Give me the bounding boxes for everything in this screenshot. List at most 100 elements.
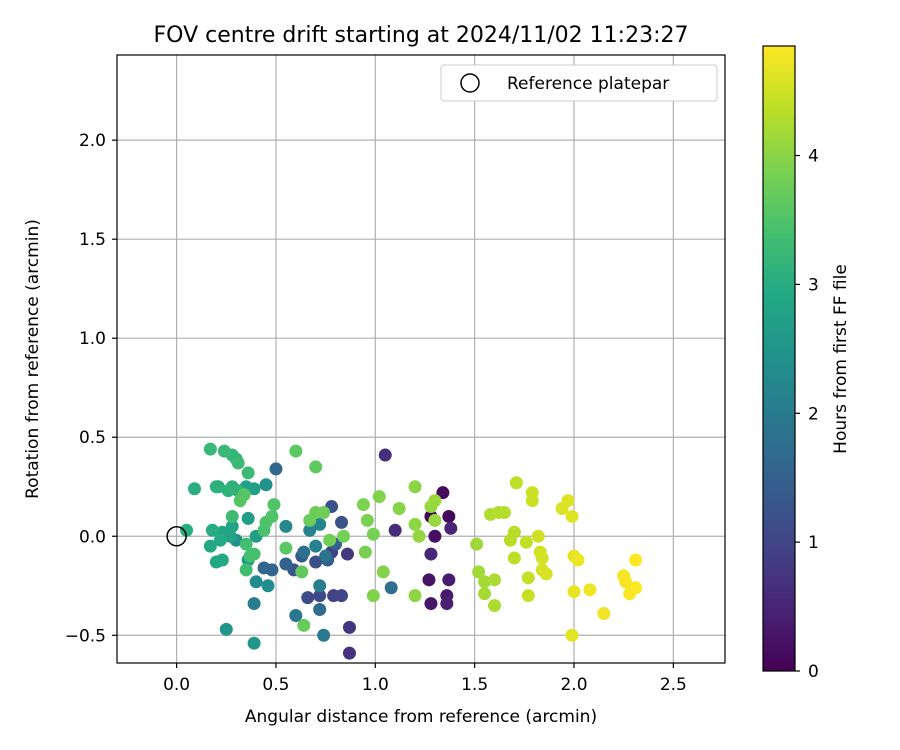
y-tick-label: 1.5 xyxy=(79,230,106,250)
scatter-point xyxy=(247,482,261,496)
scatter-point xyxy=(247,547,261,561)
scatter-point xyxy=(303,523,317,537)
colorbar: 0 1 2 3 4 Hours from first FF file xyxy=(762,45,851,682)
scatter-point xyxy=(619,575,633,589)
legend: Reference platepar xyxy=(440,64,718,102)
scatter-point xyxy=(408,517,422,531)
scatter-point xyxy=(269,462,283,476)
scatter-point xyxy=(279,541,293,555)
scatter-point xyxy=(519,535,533,549)
x-tick-label: 0.0 xyxy=(163,675,190,695)
scatter-point xyxy=(442,573,456,587)
scatter-point xyxy=(472,565,486,579)
scatter-point xyxy=(488,599,502,613)
scatter-point xyxy=(424,547,438,561)
scatter-point xyxy=(279,519,293,533)
scatter-point xyxy=(239,563,253,577)
grid-lines xyxy=(117,55,725,663)
scatter-point xyxy=(565,628,579,642)
scatter-point xyxy=(470,537,484,551)
scatter-point xyxy=(565,509,579,523)
scatter-point xyxy=(521,589,535,603)
scatter-point xyxy=(440,597,454,611)
scatter-point xyxy=(313,517,327,531)
colorbar-gradient xyxy=(762,45,796,672)
scatter-point xyxy=(428,513,442,527)
scatter-point xyxy=(217,444,231,458)
y-tick-label: −0.5 xyxy=(65,626,106,646)
reference-marker-layer xyxy=(166,526,187,547)
scatter-point xyxy=(360,513,374,527)
scatter-point xyxy=(247,597,261,611)
scatter-point xyxy=(521,571,535,585)
scatter-point xyxy=(422,573,436,587)
scatter-point xyxy=(213,533,227,547)
legend-box xyxy=(440,64,718,102)
scatter-point xyxy=(424,597,438,611)
scatter-point xyxy=(265,509,279,523)
scatter-point xyxy=(313,589,327,603)
scatter-point xyxy=(428,529,442,543)
x-tick-label: 1.5 xyxy=(461,675,488,695)
scatter-point xyxy=(231,456,245,470)
scatter-point xyxy=(289,608,303,622)
scatter-point xyxy=(209,480,223,494)
y-tick-label: 1.0 xyxy=(79,329,106,349)
colorbar-tick-label: 0 xyxy=(808,662,819,682)
legend-entry-label: Reference platepar xyxy=(507,74,669,94)
scatter-point xyxy=(247,636,261,650)
chart-title: FOV centre drift starting at 2024/11/02 … xyxy=(154,23,689,48)
scatter-point xyxy=(509,476,523,490)
scatter-point xyxy=(366,589,380,603)
scatter-point xyxy=(444,521,458,535)
scatter-point xyxy=(366,527,380,541)
scatter-point xyxy=(239,537,253,551)
scatter-point xyxy=(436,486,450,500)
scatter-point xyxy=(203,442,217,456)
x-tick-label: 0.5 xyxy=(262,675,289,695)
scatter-point xyxy=(388,523,402,537)
scatter-point xyxy=(497,505,511,519)
scatter-point xyxy=(313,579,327,593)
scatter-point xyxy=(225,519,239,533)
colorbar-tick-label: 4 xyxy=(808,147,819,167)
y-axis-ticks: −0.5 0.0 0.5 1.0 1.5 2.0 xyxy=(65,131,117,646)
scatter-point xyxy=(378,448,392,462)
x-axis-label: Angular distance from reference (arcmin) xyxy=(245,707,597,727)
scatter-point xyxy=(267,498,281,512)
y-tick-label: 2.0 xyxy=(79,131,106,151)
scatter-point xyxy=(215,553,229,567)
scatter-point xyxy=(261,579,275,593)
scatter-point xyxy=(571,553,585,567)
scatter-point xyxy=(340,547,354,561)
scatter-point xyxy=(225,509,239,523)
scatter-point xyxy=(317,628,331,642)
scatter-point xyxy=(358,545,372,559)
x-axis-ticks: 0.0 0.5 1.0 1.5 2.0 2.5 xyxy=(163,663,687,695)
scatter-point xyxy=(241,466,255,480)
x-tick-label: 2.5 xyxy=(660,675,687,695)
scatter-point xyxy=(392,502,406,516)
colorbar-label: Hours from first FF file xyxy=(831,264,851,454)
scatter-point xyxy=(337,529,351,543)
scatter-point xyxy=(342,646,356,660)
scatter-point xyxy=(295,565,309,579)
scatter-point xyxy=(297,618,311,632)
scatter-point xyxy=(187,482,201,496)
scatter-point xyxy=(323,533,337,547)
scatter-point xyxy=(567,585,581,599)
scatter-point xyxy=(384,581,398,595)
scatter-point xyxy=(342,620,356,634)
colorbar-ticks: 0 1 2 3 4 xyxy=(795,147,819,682)
scatter-point xyxy=(488,573,502,587)
scatter-points xyxy=(180,442,643,660)
scatter-point xyxy=(237,488,251,502)
scatter-point xyxy=(241,511,255,525)
x-tick-label: 2.0 xyxy=(560,675,587,695)
scatter-point xyxy=(297,545,311,559)
scatter-point xyxy=(313,603,327,617)
scatter-point xyxy=(309,460,323,474)
scatter-point xyxy=(597,606,611,620)
legend-marker-reference xyxy=(460,73,480,93)
